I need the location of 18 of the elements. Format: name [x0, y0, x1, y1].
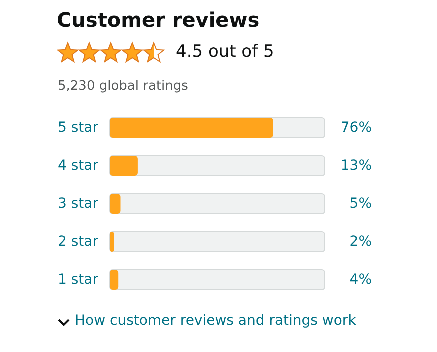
data-label: 4% [350, 272, 372, 288]
data-label: 2% [350, 234, 372, 250]
y-tick-label: 1 star [58, 272, 99, 288]
y-tick-label: 5 star [58, 120, 99, 136]
bar [110, 232, 114, 252]
bar [110, 156, 138, 176]
chart-subtitle: 4.5 out of 5 [176, 42, 274, 62]
data-label: 76% [340, 120, 372, 136]
text: How customer reviews and ratings work [75, 313, 356, 329]
data-label: 13% [340, 158, 372, 174]
bar [110, 270, 119, 290]
text: 5,230 global ratings [58, 79, 188, 94]
chart-title: Customer reviews [57, 8, 260, 32]
bar [110, 194, 121, 214]
y-tick-label: 2 star [58, 234, 99, 250]
data-label: 5% [350, 196, 372, 212]
y-tick-label: 3 star [58, 196, 99, 212]
y-tick-label: 4 star [58, 158, 99, 174]
